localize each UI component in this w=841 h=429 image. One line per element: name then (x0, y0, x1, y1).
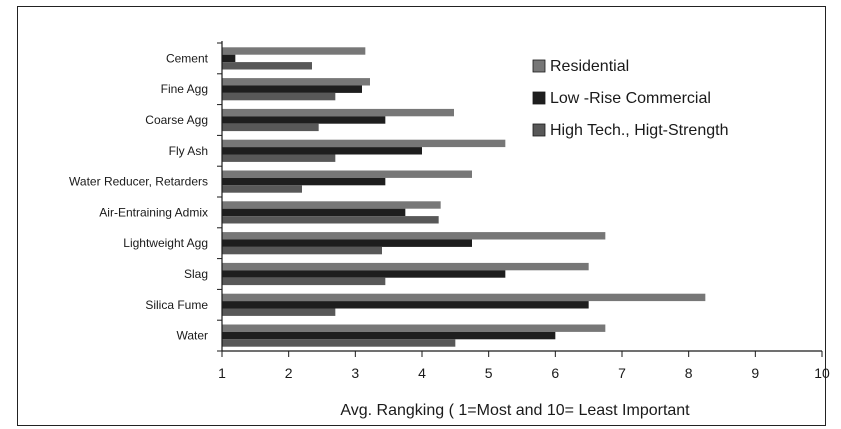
legend: Residential Low -Rise Commercial High Tech… (532, 58, 728, 139)
legend-label-series-1: Residential (550, 58, 629, 75)
legend-label-series-3: High Tech., Higt-Strength (550, 122, 728, 139)
bar-air-entraining-admix-series-2 (222, 208, 406, 217)
x-tick-label: 5 (485, 365, 493, 381)
bar-fine-agg-series-2 (222, 85, 362, 93)
x-tick-label: 9 (751, 365, 759, 381)
bar-fly-ash-series-2 (222, 147, 422, 155)
bar-lightweight-agg-series-2 (222, 239, 472, 247)
x-tick-label: 4 (418, 365, 426, 381)
bar-silica-fume-series-2 (222, 301, 589, 309)
legend-swatch-series-2 (532, 91, 546, 105)
x-tick-labels: 1 2 3 4 5 6 7 8 9 10 (218, 365, 830, 381)
bar-slag-series-1 (222, 262, 589, 271)
bar-lightweight-agg-series-1 (222, 232, 606, 240)
legend-swatch-series-1 (532, 59, 546, 73)
legend-swatch-series-3 (532, 123, 546, 137)
category-label: Coarse Agg (145, 113, 208, 127)
bar-coarse-agg-series-1 (222, 108, 454, 117)
x-tick-label: 2 (285, 365, 293, 381)
bar-cement-series-1 (222, 47, 366, 55)
bar-water-series-1 (222, 324, 606, 332)
category-label: Silica Fume (145, 298, 208, 312)
category-label: Lightweight Agg (123, 236, 208, 250)
bar-silica-fume-series-3 (222, 308, 336, 316)
category-label: Fly Ash (169, 144, 208, 158)
bar-air-entraining-admix-series-3 (222, 216, 439, 224)
bar-air-entraining-admix-series-1 (222, 201, 441, 209)
bar-cement-series-2 (222, 54, 236, 63)
bar-water-reducer-retarders-series-1 (222, 170, 472, 178)
category-label: Air-Entraining Admix (99, 205, 208, 219)
x-tick-label: 3 (351, 365, 359, 381)
bar-coarse-agg-series-2 (222, 116, 386, 124)
category-label: Water Reducer, Retarders (69, 175, 208, 189)
x-tick-label: 1 (218, 365, 226, 381)
x-tick-label: 8 (685, 365, 693, 381)
bars-group (222, 47, 706, 347)
bar-coarse-agg-series-3 (222, 123, 319, 132)
bar-silica-fume-series-1 (222, 293, 706, 302)
category-label: Water (176, 329, 208, 343)
bar-fly-ash-series-3 (222, 154, 336, 162)
x-tick-label: 10 (814, 365, 830, 381)
x-tick-label: 7 (618, 365, 626, 381)
legend-label-series-2: Low -Rise Commercial (550, 90, 711, 107)
bar-water-reducer-retarders-series-3 (222, 185, 302, 193)
bar-water-series-3 (222, 339, 456, 347)
bar-cement-series-3 (222, 62, 312, 70)
bar-fine-agg-series-1 (222, 78, 370, 86)
bar-water-reducer-retarders-series-2 (222, 177, 386, 186)
category-label: Fine Agg (161, 82, 208, 96)
category-label: Cement (166, 51, 209, 65)
bar-fine-agg-series-3 (222, 92, 336, 101)
bar-slag-series-3 (222, 277, 386, 286)
axes-group (217, 41, 823, 357)
x-tick-label: 6 (551, 365, 559, 381)
bar-slag-series-2 (222, 270, 506, 278)
bar-lightweight-agg-series-3 (222, 246, 382, 255)
x-axis-label: Avg. Rangking ( 1=Most and 10= Least Imp… (340, 402, 690, 419)
bar-fly-ash-series-1 (222, 139, 506, 148)
category-label: Slag (184, 267, 208, 281)
category-labels: Cement Fine Agg Coarse Agg Fly Ash Water Red… (69, 51, 209, 342)
bar-water-series-2 (222, 331, 556, 340)
